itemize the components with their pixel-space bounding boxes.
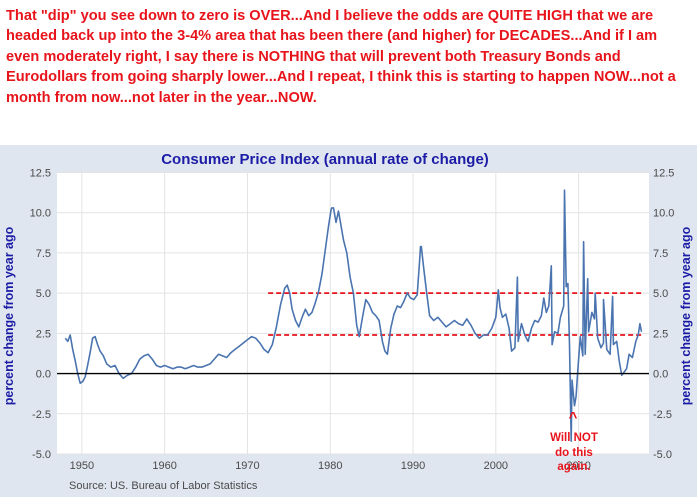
y-tick-label-right: 7.5 bbox=[653, 248, 668, 260]
chart-panel: Consumer Price Index (annual rate of cha… bbox=[0, 145, 697, 497]
y-tick-label-left: -5.0 bbox=[32, 449, 51, 461]
series-layer bbox=[64, 189, 643, 442]
commentary-text: That "dip" you see down to zero is OVER.… bbox=[0, 0, 697, 145]
x-tick-label: 2010 bbox=[566, 460, 590, 472]
y-tick-label-right: -2.5 bbox=[653, 409, 672, 421]
y-tick-label-right: 12.5 bbox=[653, 168, 674, 180]
y-axis-label-right: percent change from year ago bbox=[679, 226, 693, 405]
cpi-series-line bbox=[64, 189, 643, 442]
source-note: Source: US. Bureau of Labor Statistics bbox=[69, 480, 258, 492]
y-tick-label-right: 2.5 bbox=[653, 328, 668, 340]
annotation-line-3: again. bbox=[557, 461, 590, 473]
y-tick-label-left: 12.5 bbox=[30, 168, 51, 180]
y-tick-label-left: 0.0 bbox=[36, 369, 51, 381]
y-axis-label-left: percent change from year ago bbox=[2, 226, 16, 405]
y-tick-label-right: 0.0 bbox=[653, 369, 668, 381]
cpi-chart: Consumer Price Index (annual rate of cha… bbox=[2, 151, 693, 492]
axes: 1950 1960 1970 1980 1990 2000 2010 12.5 12.5 10.0… bbox=[30, 168, 675, 473]
annotation-line-1: Will NOT bbox=[550, 432, 598, 444]
y-tick-label-left: 5.0 bbox=[36, 288, 51, 300]
y-tick-label-left: 7.5 bbox=[36, 248, 51, 260]
x-tick-label: 2000 bbox=[484, 460, 508, 472]
x-tick-label: 1990 bbox=[401, 460, 425, 472]
x-tick-label: 1980 bbox=[318, 460, 342, 472]
x-tick-label: 1970 bbox=[235, 460, 259, 472]
y-tick-label-left: 10.0 bbox=[30, 208, 51, 220]
x-tick-label: 1960 bbox=[152, 460, 176, 472]
chart-title: Consumer Price Index (annual rate of cha… bbox=[161, 151, 489, 168]
annotation-line-2: do this bbox=[555, 447, 593, 459]
annotation: ^ Will NOT do this again. bbox=[550, 409, 598, 473]
y-tick-label-right: -5.0 bbox=[653, 449, 672, 461]
y-tick-label-right: 5.0 bbox=[653, 288, 668, 300]
y-tick-label-right: 10.0 bbox=[653, 208, 674, 220]
annotation-caret: ^ bbox=[569, 409, 578, 426]
x-tick-label: 1950 bbox=[70, 460, 94, 472]
reference-lines bbox=[268, 292, 644, 336]
y-tick-label-left: -2.5 bbox=[32, 409, 51, 421]
y-tick-label-left: 2.5 bbox=[36, 328, 51, 340]
plot-area bbox=[57, 172, 649, 454]
